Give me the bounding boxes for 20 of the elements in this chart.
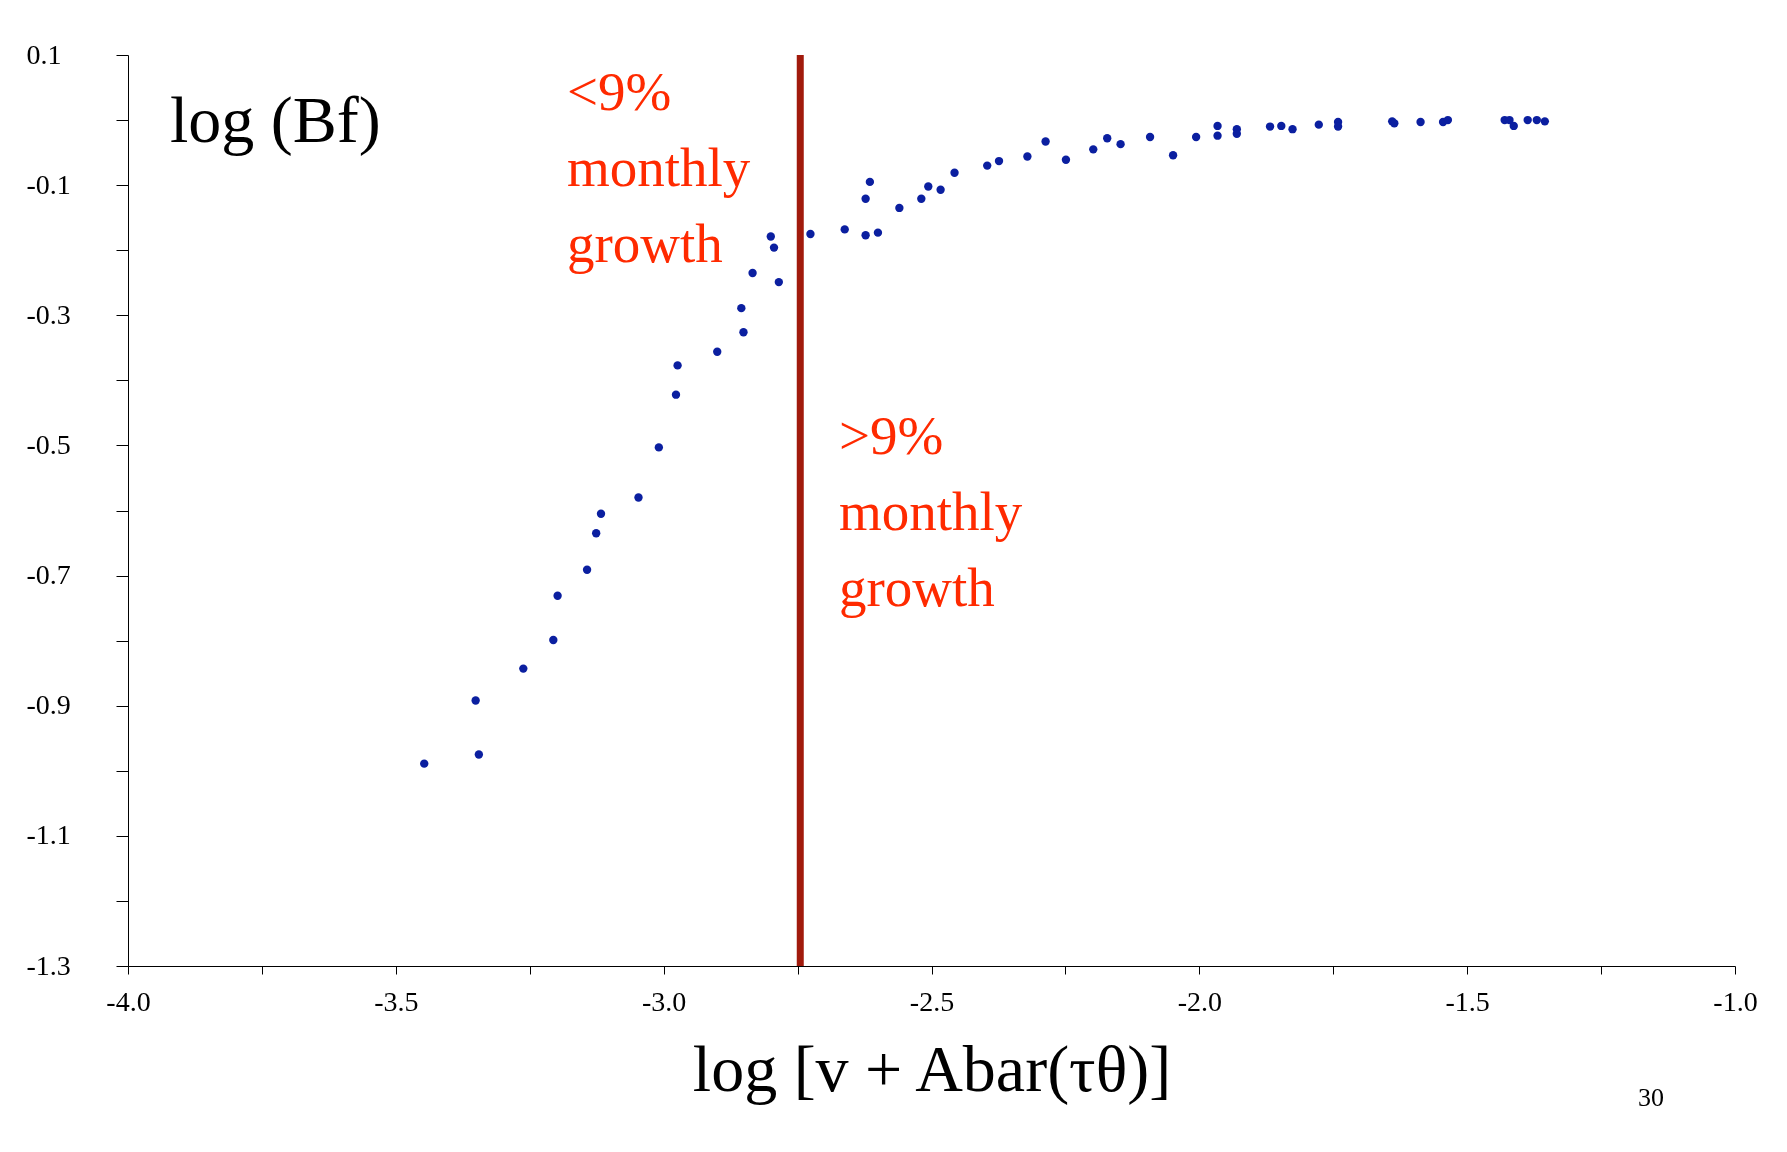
y-axis-title: log (Bf) [170,83,381,157]
x-tick-label: -2.5 [909,985,955,1017]
y-tick-label: -1.3 [26,949,71,981]
y-tick-label: 0.1 [26,38,62,70]
x-tick-label: -4.0 [106,985,151,1017]
x-axis-title: log [v + Abar(τθ)] [692,1031,1172,1106]
y-tick-label: -0.7 [26,559,71,591]
y-tick-label: -0.1 [26,168,71,200]
x-tick-label: -1.5 [1445,985,1490,1017]
y-tick-label: -1.1 [26,819,71,851]
y-tick-label: -0.3 [26,298,71,330]
y-tick-label: -0.9 [26,689,71,721]
x-tick-label: -2.0 [1177,985,1222,1017]
x-tick-label: -3.5 [374,985,419,1017]
annotation: >9% monthly growth [839,405,1023,618]
x-tick-label: -3.0 [642,985,687,1017]
y-tick-label: -0.5 [26,428,71,460]
annotation: <9% monthly growth [567,61,751,274]
text: 30 [1638,1083,1664,1112]
x-tick-label: -1.0 [1713,985,1758,1017]
